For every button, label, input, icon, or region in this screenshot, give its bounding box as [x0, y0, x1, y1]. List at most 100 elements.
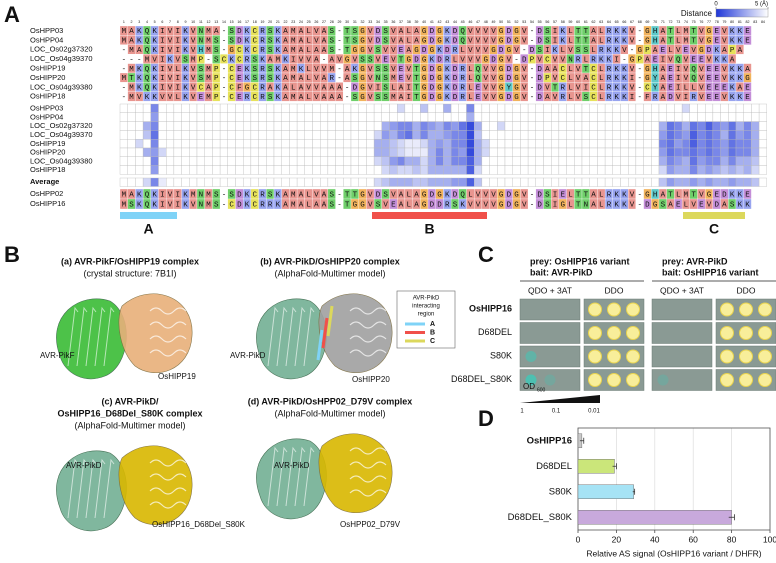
heat-cell [235, 156, 244, 166]
medium-label: QDO + 3AT [660, 285, 704, 295]
heat-cell [158, 156, 167, 166]
heat-cell [219, 156, 228, 166]
strain-label: S80K [490, 350, 512, 360]
dilution-label: 1 [520, 409, 524, 415]
position-number: 35 [384, 20, 388, 24]
region-label: C [709, 221, 719, 237]
heat-cell [397, 103, 406, 113]
heat-cell [173, 165, 182, 175]
heatmap-name: OsHIPP18 [30, 165, 65, 174]
heat-cell [243, 139, 252, 149]
helix [349, 475, 387, 483]
position-number: 70 [653, 20, 657, 24]
heat-cell [296, 130, 305, 140]
heat-cell [420, 139, 429, 149]
beta-strand [103, 306, 115, 367]
heat-cell [350, 165, 359, 175]
heatmap-name: OsHIPP20 [30, 148, 65, 157]
heat-cell [450, 147, 459, 157]
heat-cell [474, 112, 483, 122]
position-number: 61 [584, 20, 588, 24]
heat-cell [512, 165, 521, 175]
heat-cell [343, 147, 352, 157]
heat-cell [366, 165, 375, 175]
region-bar [372, 212, 487, 219]
heat-cell [458, 165, 467, 175]
legend-title: interacting [412, 304, 440, 310]
heat-cell [520, 130, 529, 140]
error-bar [579, 437, 585, 444]
heat-cell [612, 165, 621, 175]
heat-cell [443, 103, 452, 113]
heat-cell [273, 121, 282, 131]
heat-cell [543, 121, 552, 131]
heat-cell [304, 121, 313, 131]
heat-cell [543, 103, 552, 113]
heat-cell [281, 165, 290, 175]
beta-strand [267, 446, 279, 507]
heat-cell [597, 121, 606, 131]
heat-cell [173, 147, 182, 157]
heat-cell [504, 156, 513, 166]
heat-cell [489, 156, 498, 166]
heat-cell [566, 147, 575, 157]
legend-label: C [430, 338, 435, 345]
heat-cell [705, 156, 714, 166]
heat-cell [142, 156, 151, 166]
heat-cell [412, 130, 421, 140]
heat-cell [358, 147, 367, 157]
heat-cell [589, 121, 598, 131]
heat-cell [497, 121, 506, 131]
y-tick-label: D68DEL [536, 461, 572, 472]
heat-cell [381, 165, 390, 175]
heat-cell [142, 112, 151, 122]
heat-cell [412, 165, 421, 175]
heat-cell [666, 103, 675, 113]
heat-cell [350, 139, 359, 149]
molecule-label: AVR-PikF [40, 351, 75, 360]
heat-cell [189, 147, 198, 157]
heat-cell [443, 112, 452, 122]
heat-cell [427, 147, 436, 157]
heat-cell [150, 130, 159, 140]
heat-cell [150, 147, 159, 157]
heat-cell [466, 147, 475, 157]
heat-cell [558, 121, 567, 131]
position-number: 46 [468, 20, 472, 24]
position-number: 72 [669, 20, 673, 24]
heat-cell [189, 139, 198, 149]
heat-cell [658, 165, 667, 175]
sequence-name: OsHIPP19 [30, 63, 65, 72]
heat-cell [589, 156, 598, 166]
helix [349, 447, 387, 455]
yeast-spot [758, 349, 772, 364]
heat-cell [489, 165, 498, 175]
heat-cell [119, 177, 128, 187]
position-number: 24 [299, 20, 303, 24]
heat-cell [520, 156, 529, 166]
heat-cell [166, 177, 175, 187]
heat-cell [681, 156, 690, 166]
x-tick-label: 100 [763, 534, 776, 544]
heat-cell [743, 156, 752, 166]
heat-cell [119, 165, 128, 175]
heat-cell [628, 121, 637, 131]
heat-cell [196, 103, 205, 113]
heat-cell [751, 103, 760, 113]
heat-cell [474, 139, 483, 149]
heat-cell [758, 139, 767, 149]
heat-cell [404, 177, 413, 187]
yeast-spot [607, 326, 621, 340]
heat-cell [681, 121, 690, 131]
heat-cell [728, 156, 737, 166]
heat-cell [566, 103, 575, 113]
x-tick-label: 40 [650, 534, 660, 544]
heat-cell [466, 103, 475, 113]
heat-cell [296, 112, 305, 122]
heat-cell [705, 112, 714, 122]
heat-cell [135, 177, 144, 187]
heat-cell [705, 130, 714, 140]
heat-cell [604, 121, 613, 131]
heat-cell [435, 165, 444, 175]
heat-cell [266, 156, 275, 166]
